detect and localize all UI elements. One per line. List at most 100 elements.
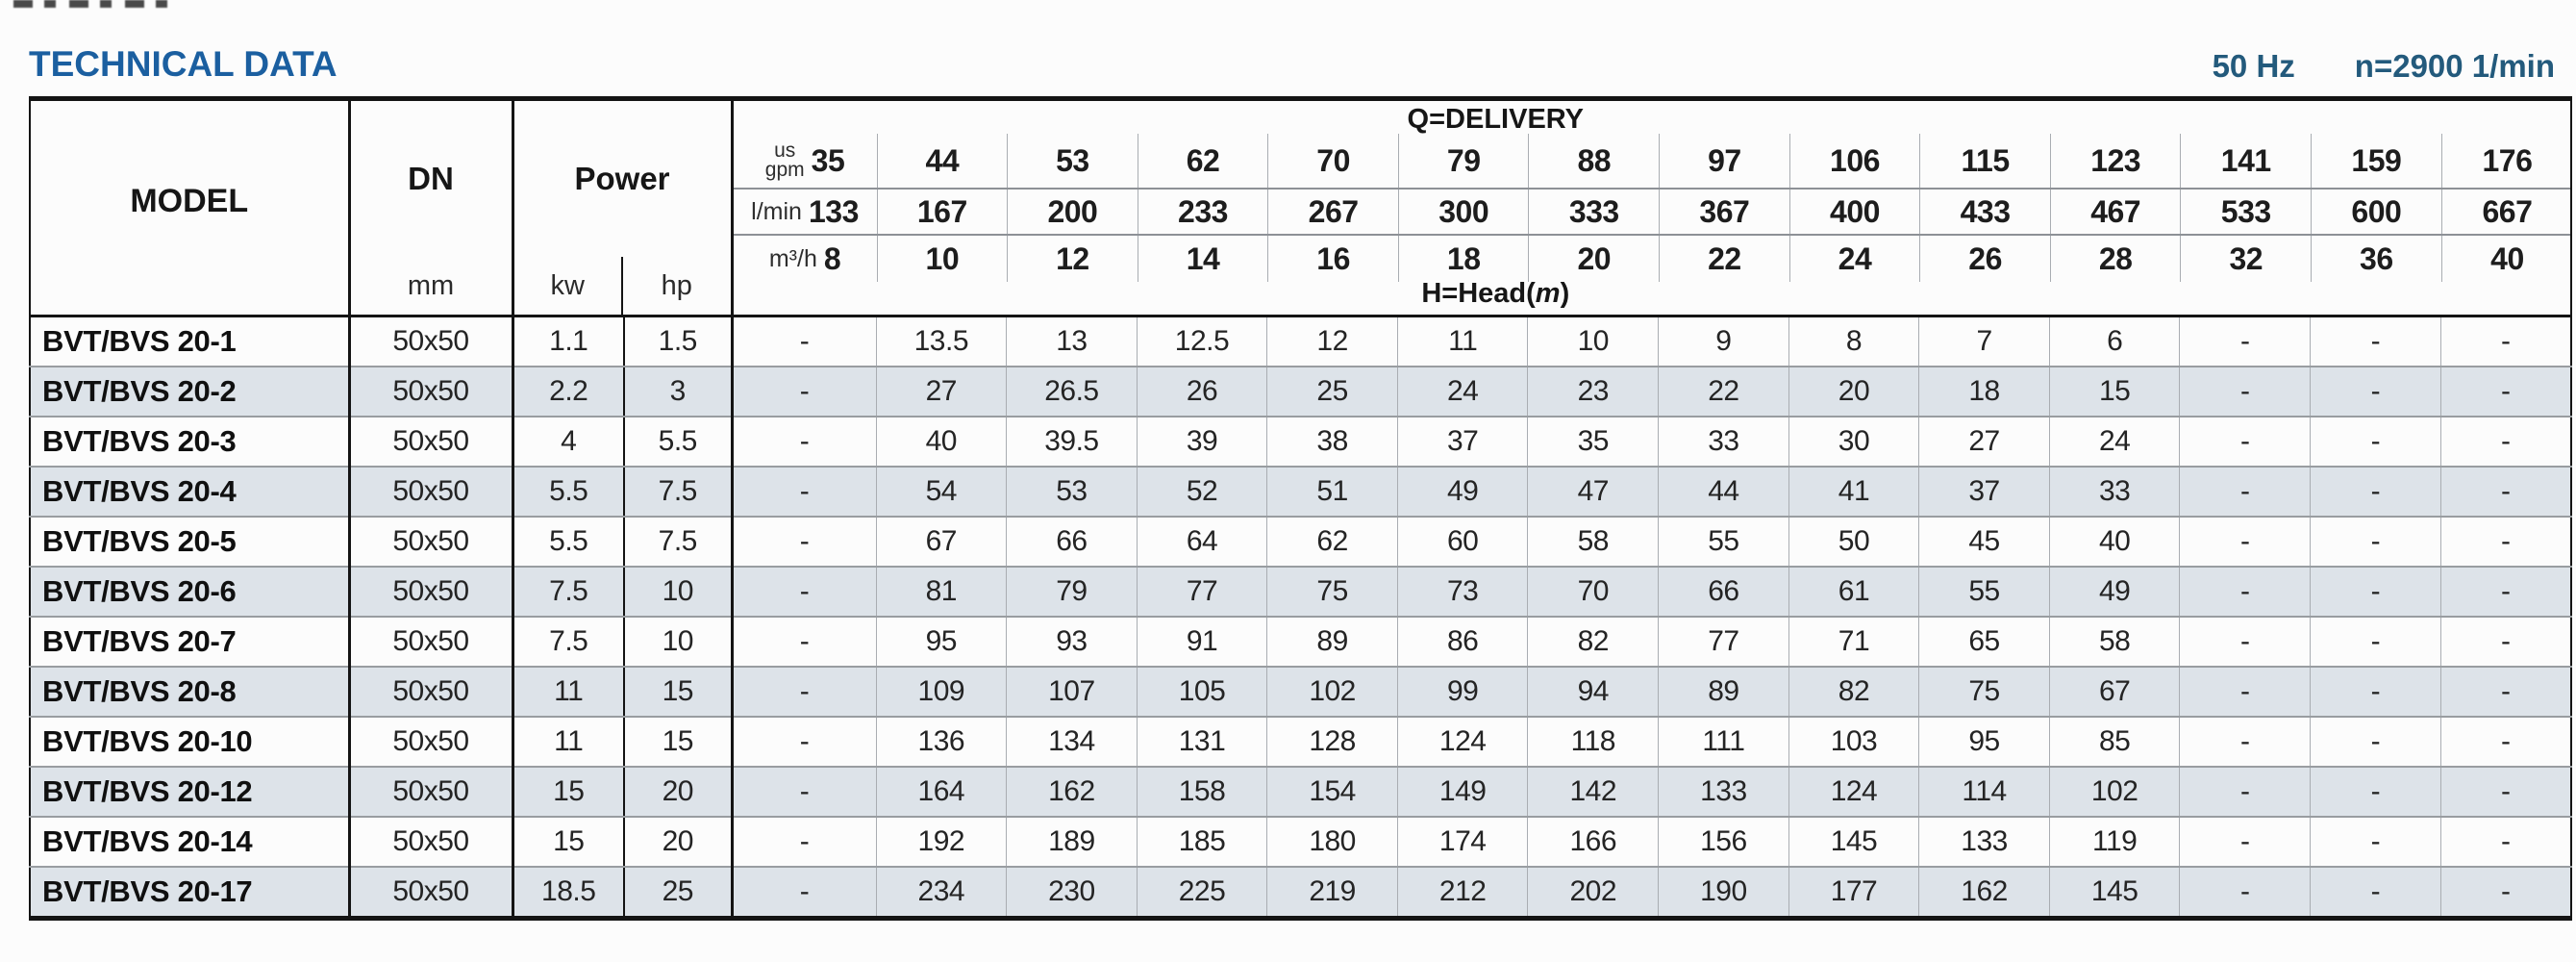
head-cell: 177 bbox=[1788, 867, 1920, 919]
lmin-value-cell: 300 bbox=[1399, 190, 1530, 234]
head-cell: - bbox=[2440, 617, 2571, 668]
head-cell: 142 bbox=[1527, 767, 1660, 818]
m3h-value-cell: 20 bbox=[1529, 236, 1661, 282]
hp-cell: 25 bbox=[624, 867, 734, 919]
head-label: H=Head(m) bbox=[1421, 278, 1570, 309]
head-cell: 70 bbox=[1527, 567, 1660, 618]
m3h-value-cell: 36 bbox=[2312, 236, 2442, 282]
gpm-value-cell: 44 bbox=[878, 134, 1009, 188]
head-cell: 55 bbox=[1918, 567, 2050, 618]
lmin-value-cell: 533 bbox=[2181, 190, 2313, 234]
hp-cell: 15 bbox=[624, 667, 734, 718]
head-cell: 12 bbox=[1266, 316, 1398, 367]
head-cell: - bbox=[2440, 567, 2571, 618]
hp-cell: 7.5 bbox=[624, 517, 734, 568]
kw-cell: 15 bbox=[513, 817, 625, 868]
head-cell: 12.5 bbox=[1137, 316, 1268, 367]
hp-cell: 15 bbox=[624, 717, 734, 768]
head-cell: 49 bbox=[2049, 567, 2181, 618]
head-cell: 86 bbox=[1397, 617, 1529, 668]
head-cell: - bbox=[732, 717, 877, 768]
head-cell: 18 bbox=[1918, 367, 2050, 418]
head-cell: 185 bbox=[1137, 817, 1268, 868]
head-cell: 124 bbox=[1397, 717, 1529, 768]
head-cell: 93 bbox=[1006, 617, 1138, 668]
hp-cell: 20 bbox=[624, 817, 734, 868]
head-cell: 105 bbox=[1137, 667, 1268, 718]
model-cell: BVT/BVS 20-17 bbox=[30, 867, 351, 919]
head-cell: 25 bbox=[1266, 367, 1398, 418]
kw-cell: 7.5 bbox=[513, 617, 625, 668]
model-cell: BVT/BVS 20-12 bbox=[30, 767, 351, 818]
head-cell: 55 bbox=[1658, 517, 1789, 568]
head-cell: - bbox=[732, 367, 877, 418]
kw-cell: 11 bbox=[513, 717, 625, 768]
head-cell: - bbox=[2179, 867, 2312, 919]
head-cell: - bbox=[2179, 617, 2312, 668]
m3h-value-cell: 26 bbox=[1920, 236, 2051, 282]
head-cell: 40 bbox=[876, 417, 1008, 468]
head-cell: 41 bbox=[1788, 467, 1920, 518]
head-title-row: H=Head(m) bbox=[734, 278, 2570, 315]
model-cell: BVT/BVS 20-4 bbox=[30, 467, 351, 518]
head-cell: 230 bbox=[1006, 867, 1138, 919]
lmin-value-cell: l/min 133 bbox=[734, 190, 878, 234]
head-cell: 124 bbox=[1788, 767, 1920, 818]
head-cell: 27 bbox=[876, 367, 1008, 418]
head-cell: 103 bbox=[1788, 717, 1920, 768]
m3h-unit-label: m³/h bbox=[768, 244, 817, 272]
hp-cell: 10 bbox=[624, 567, 734, 618]
head-cell: - bbox=[2310, 767, 2441, 818]
head-cell: 71 bbox=[1788, 617, 1920, 668]
kw-cell: 2.2 bbox=[513, 367, 625, 418]
head-cell: 6 bbox=[2049, 316, 2181, 367]
head-cell: 85 bbox=[2049, 717, 2181, 768]
head-cell: 33 bbox=[2049, 467, 2181, 518]
power-label: Power bbox=[574, 161, 670, 196]
m3h-values-row: m³/h 8 10 12 14 16 18 20 22 24 26 28 32 36 40 bbox=[734, 236, 2570, 282]
model-cell: BVT/BVS 20-14 bbox=[30, 817, 351, 868]
head-cell: - bbox=[2179, 417, 2312, 468]
head-cell: 225 bbox=[1137, 867, 1268, 919]
kw-cell: 18.5 bbox=[513, 867, 625, 919]
head-cell: - bbox=[2440, 867, 2571, 919]
head-cell: 27 bbox=[1918, 417, 2050, 468]
head-cell: - bbox=[2310, 417, 2441, 468]
head-cell: 119 bbox=[2049, 817, 2181, 868]
table-row: BVT/BVS 20-10 50x50 11 15-136 134 131 128 124 11… bbox=[30, 717, 2571, 768]
model-cell: BVT/BVS 20-5 bbox=[30, 517, 351, 568]
head-cell: - bbox=[2179, 567, 2312, 618]
m3h-value-cell: 18 bbox=[1399, 236, 1530, 282]
head-cell: - bbox=[2310, 316, 2441, 367]
head-cell: - bbox=[2310, 367, 2441, 418]
head-cell: - bbox=[2440, 717, 2571, 768]
kw-cell: 7.5 bbox=[513, 567, 625, 618]
head-cell: - bbox=[2310, 467, 2441, 518]
cropped-text-artifact bbox=[13, 0, 175, 8]
head-cell: 164 bbox=[876, 767, 1008, 818]
spec-labels: 50 Hz n=2900 1/min bbox=[2213, 48, 2555, 85]
model-cell: BVT/BVS 20-2 bbox=[30, 367, 351, 418]
head-cell: - bbox=[2310, 517, 2441, 568]
lmin-value-cell: 233 bbox=[1138, 190, 1269, 234]
lmin-value-cell: 667 bbox=[2482, 193, 2533, 229]
head-cell: 58 bbox=[1527, 517, 1660, 568]
table-row: BVT/BVS 20-6 50x50 7.5 10-81 79 77 75 73 70 66 61 5… bbox=[30, 567, 2571, 618]
head-cell: - bbox=[732, 617, 877, 668]
m3h-value-cell: m³/h 8 bbox=[734, 236, 878, 282]
table-row: BVT/BVS 20-1 50x50 1.1 1.5-13.5 13 12.5 12 11 10… bbox=[30, 316, 2571, 367]
head-cell: 189 bbox=[1006, 817, 1138, 868]
head-cell: - bbox=[732, 517, 877, 568]
head-cell: - bbox=[2440, 467, 2571, 518]
kw-cell: 4 bbox=[513, 417, 625, 468]
dn-unit-label: mm bbox=[407, 269, 455, 301]
head-cell: 35 bbox=[1527, 417, 1660, 468]
head-cell: 50 bbox=[1788, 517, 1920, 568]
head-cell: - bbox=[2440, 367, 2571, 418]
head-cell: 131 bbox=[1137, 717, 1268, 768]
head-cell: - bbox=[2179, 767, 2312, 818]
head-cell: - bbox=[732, 417, 877, 468]
head-cell: 24 bbox=[2049, 417, 2181, 468]
model-cell: BVT/BVS 20-3 bbox=[30, 417, 351, 468]
